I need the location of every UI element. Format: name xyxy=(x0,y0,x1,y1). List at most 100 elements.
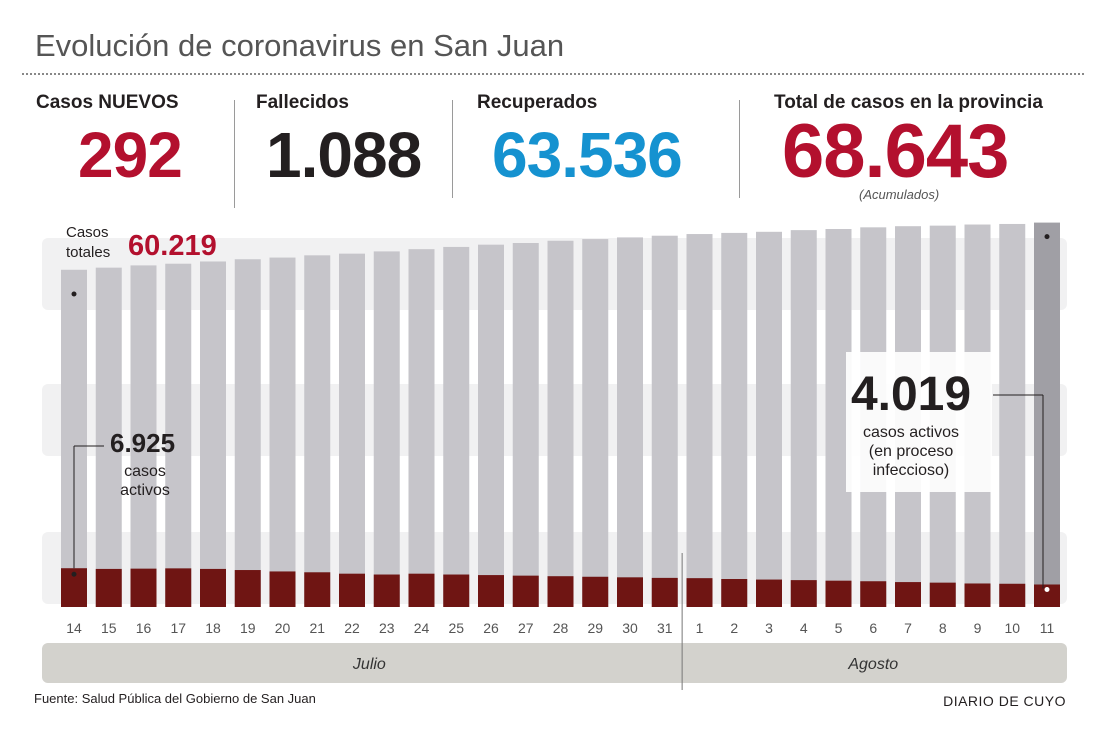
x-tick-label: 14 xyxy=(66,620,82,636)
active-cases-bar xyxy=(582,576,609,607)
x-tick-label: 20 xyxy=(275,620,291,636)
x-tick-label: 2 xyxy=(730,620,738,636)
title-divider xyxy=(22,73,1084,75)
x-tick-label: 24 xyxy=(414,620,430,636)
total-cases-caption: Casos xyxy=(66,224,109,241)
active-cases-bar xyxy=(651,577,678,607)
new-cases-value: 292 xyxy=(78,119,183,191)
total-note: (Acumulados) xyxy=(859,187,940,202)
x-tick-label: 19 xyxy=(240,620,256,636)
active-cases-bar xyxy=(825,580,852,607)
active-cases-bar xyxy=(547,576,574,607)
active-cases-bar xyxy=(443,574,470,607)
active-cases-bar xyxy=(686,578,713,607)
x-tick-label: 5 xyxy=(835,620,843,636)
total-cases-bar xyxy=(408,249,435,607)
total-cases-caption: totales xyxy=(66,244,110,261)
last-active-caption: (en proceso xyxy=(869,443,954,460)
x-tick-label: 15 xyxy=(101,620,117,636)
total-cases-bar xyxy=(686,234,713,608)
x-tick-label: 10 xyxy=(1004,620,1020,636)
active-cases-bar xyxy=(408,573,435,607)
active-cases-bar xyxy=(860,581,887,607)
new-cases-label: Casos NUEVOS xyxy=(36,92,179,113)
total-cases-bar xyxy=(443,246,470,608)
total-cases-bar xyxy=(721,232,748,608)
recovered-value: 63.536 xyxy=(492,119,683,191)
active-cases-bar xyxy=(617,577,643,607)
stat-separator xyxy=(739,100,740,198)
last-active-caption: casos activos xyxy=(863,424,959,441)
total-cases-bar xyxy=(269,257,296,607)
first-total-value: 60.219 xyxy=(128,230,217,262)
active-cases-bar xyxy=(478,575,504,607)
x-tick-label: 8 xyxy=(939,620,947,636)
x-tick-label: 16 xyxy=(136,620,152,636)
recovered-label: Recuperados xyxy=(477,92,598,113)
total-cases-bar xyxy=(130,265,157,607)
total-cases-bar xyxy=(373,251,400,607)
total-label: Total de casos en la provincia xyxy=(774,92,1043,113)
x-tick-label: 21 xyxy=(309,620,325,636)
total-value: 68.643 xyxy=(782,109,1009,194)
total-cases-bar xyxy=(234,259,261,607)
x-tick-label: 31 xyxy=(657,620,673,636)
x-tick-label: 1 xyxy=(696,620,704,636)
stat-separator xyxy=(452,100,453,198)
last-active-value: 4.019 xyxy=(851,368,971,421)
x-tick-label: 26 xyxy=(483,620,499,636)
total-cases-bar xyxy=(95,267,122,607)
x-tick-label: 9 xyxy=(974,620,982,636)
total-cases-bar xyxy=(165,263,192,607)
credit-label: DIARIO DE CUYO xyxy=(943,693,1066,709)
active-cases-bar xyxy=(269,571,296,607)
last-active-caption: infeccioso) xyxy=(873,462,949,479)
active-cases-bar xyxy=(929,582,956,607)
total-cases-bar xyxy=(304,255,331,607)
total-cases-bar xyxy=(1034,222,1060,608)
active-cases-bar xyxy=(512,575,539,607)
x-tick-label: 28 xyxy=(553,620,569,636)
x-tick-label: 11 xyxy=(1040,620,1055,636)
active-cases-bar xyxy=(895,582,921,607)
deaths-label: Fallecidos xyxy=(256,92,349,113)
x-tick-label: 23 xyxy=(379,620,395,636)
deaths-value: 1.088 xyxy=(266,119,422,191)
x-tick-label: 4 xyxy=(800,620,808,636)
active-marker xyxy=(71,571,77,577)
x-tick-label: 18 xyxy=(205,620,221,636)
x-tick-label: 30 xyxy=(622,620,638,636)
active-cases-bar xyxy=(790,580,817,607)
page-title: Evolución de coronavirus en San Juan xyxy=(35,28,565,63)
active-cases-bar xyxy=(130,568,157,607)
active-cases-bar xyxy=(964,583,991,607)
x-tick-label: 17 xyxy=(170,620,186,636)
active-cases-bar xyxy=(95,568,122,607)
active-cases-bar xyxy=(373,574,400,607)
x-tick-label: 29 xyxy=(587,620,603,636)
active-cases-bar xyxy=(999,583,1026,607)
active-marker xyxy=(1044,586,1050,592)
source-note: Fuente: Salud Pública del Gobierno de Sa… xyxy=(34,691,316,706)
total-cases-bar xyxy=(200,261,226,607)
active-cases-bar xyxy=(339,573,365,607)
x-tick-label: 25 xyxy=(448,620,464,636)
total-cases-bar xyxy=(339,253,365,607)
x-tick-label: 6 xyxy=(869,620,877,636)
active-cases-bar xyxy=(721,579,748,607)
first-active-caption: activos xyxy=(120,482,170,499)
x-tick-label: 7 xyxy=(904,620,912,636)
total-cases-bar xyxy=(547,240,574,607)
first-active-value: 6.925 xyxy=(110,428,175,458)
stat-separator xyxy=(234,100,235,208)
active-cases-bar xyxy=(304,572,331,607)
total-cases-bar xyxy=(617,237,643,607)
total-marker xyxy=(71,291,77,297)
x-tick-label: 27 xyxy=(518,620,534,636)
total-marker xyxy=(1044,234,1050,240)
total-cases-bar xyxy=(651,235,678,607)
month-band xyxy=(42,643,1067,683)
x-tick-label: 3 xyxy=(765,620,773,636)
total-cases-bar xyxy=(478,244,504,607)
active-cases-bar xyxy=(200,568,226,607)
